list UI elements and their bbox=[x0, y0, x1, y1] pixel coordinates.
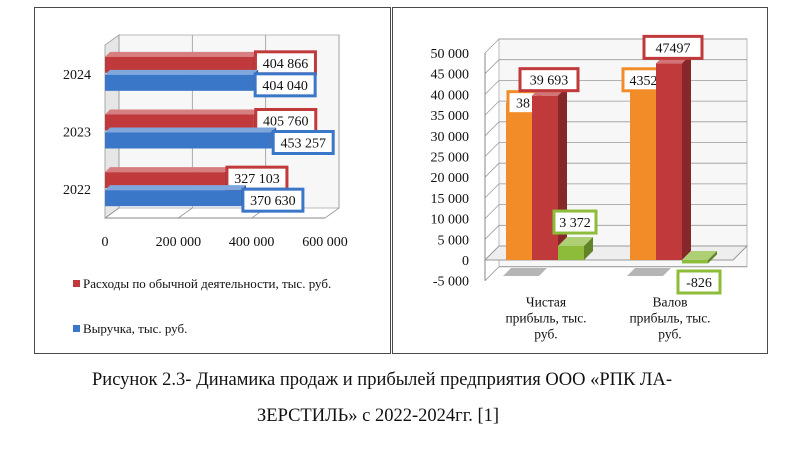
gridline-side bbox=[484, 80, 500, 95]
y-tick-label: 25 000 bbox=[431, 151, 470, 166]
bar bbox=[105, 132, 272, 149]
gridline-side bbox=[484, 266, 500, 281]
gridline-side bbox=[484, 59, 500, 74]
bar-top bbox=[105, 167, 230, 173]
bar bbox=[558, 246, 584, 260]
x-category-label: прибыль, тыс. bbox=[505, 311, 586, 326]
gridline-side bbox=[484, 225, 500, 240]
gridline-floor bbox=[178, 207, 193, 219]
gridline-side bbox=[484, 38, 500, 54]
right-chart-panel: 50 000 45 000 40 000 35 000 30 000 25 000 20 0… bbox=[392, 7, 768, 354]
y-tick-label: 2023 bbox=[63, 126, 91, 141]
data-label-box bbox=[676, 269, 722, 295]
bar bbox=[105, 74, 254, 91]
y-tick-label: -5 000 bbox=[433, 275, 469, 290]
y-tick-label: 40 000 bbox=[431, 88, 470, 103]
gridline-floor bbox=[324, 207, 340, 219]
bar bbox=[105, 190, 241, 207]
x-tick-label: 400 000 bbox=[229, 235, 275, 250]
y-tick-label: 10 000 bbox=[431, 213, 470, 228]
x-category-label: Чистая bbox=[526, 295, 566, 310]
data-label-box bbox=[552, 209, 598, 235]
data-label: 404 040 bbox=[262, 79, 308, 94]
floor-marker bbox=[627, 268, 671, 276]
gridline-side bbox=[484, 204, 500, 219]
y-tick-label: 35 000 bbox=[431, 109, 470, 124]
y-tick-label: 2024 bbox=[63, 68, 91, 83]
x-tick-label: 0 bbox=[102, 235, 109, 250]
gridline-side bbox=[484, 142, 500, 157]
legend-item-revenue: Выручка, тыс. руб. bbox=[73, 321, 187, 337]
bar-side bbox=[708, 251, 717, 264]
bar bbox=[105, 114, 254, 131]
caption-line-2: ЗЕРСТИЛЬ» с 2022-2024гг. [1] bbox=[257, 406, 500, 426]
y-tick-label: 15 000 bbox=[431, 192, 470, 207]
y-tick-label: 30 000 bbox=[431, 130, 470, 145]
data-label: 327 103 bbox=[234, 172, 280, 187]
floor-marker bbox=[503, 268, 547, 276]
data-label: 405 760 bbox=[263, 115, 309, 130]
x-tick-label: 200 000 bbox=[156, 235, 202, 250]
y-tick-label: 5 000 bbox=[438, 233, 470, 248]
bar-top bbox=[105, 127, 277, 133]
y-tick-label: 45 000 bbox=[431, 68, 470, 83]
legend-swatch-red bbox=[73, 280, 80, 287]
horizontal-bar-chart: 0 200 000 400 000 600 000 2022 327 103 370 630… bbox=[63, 34, 348, 250]
bar bbox=[656, 63, 682, 260]
gridline-side bbox=[484, 121, 500, 137]
bar-top bbox=[105, 69, 259, 75]
legend-swatch-blue bbox=[73, 325, 80, 332]
bar bbox=[532, 95, 558, 260]
data-label: 38 bbox=[516, 97, 530, 112]
y-tick-label: 0 bbox=[462, 254, 469, 269]
left-chart-panel: 0 200 000 400 000 600 000 2022 327 103 370 630… bbox=[34, 7, 391, 354]
bar bbox=[105, 56, 254, 73]
x-tick-label: 600 000 bbox=[302, 235, 348, 250]
vertical-bar-chart: 50 000 45 000 40 000 35 000 30 000 25 000 20 0… bbox=[431, 34, 749, 342]
data-label-box bbox=[518, 67, 580, 93]
bar-top bbox=[682, 251, 717, 260]
bar-top bbox=[558, 237, 593, 247]
data-label-box bbox=[642, 34, 704, 60]
bar-top bbox=[105, 51, 259, 57]
x-category-label: руб. bbox=[534, 327, 557, 342]
legend-item-expenses: Расходы по обычной деятельности, тыс. ру… bbox=[73, 276, 363, 292]
data-label-box bbox=[253, 72, 317, 98]
data-label: 370 630 bbox=[250, 194, 296, 209]
bar-side bbox=[584, 237, 593, 260]
legend-label-expenses: Расходы по обычной деятельности, тыс. ру… bbox=[83, 276, 332, 291]
bar-side bbox=[682, 54, 691, 260]
y-tick-label: 2022 bbox=[63, 183, 91, 198]
data-label: 47497 bbox=[656, 41, 691, 56]
legend-label-revenue: Выручка, тыс. руб. bbox=[83, 321, 188, 336]
data-label: 453 257 bbox=[280, 137, 326, 152]
bar-top bbox=[105, 185, 246, 191]
data-label: 39 693 bbox=[530, 74, 569, 89]
caption-line-1: Рисунок 2.3- Динамика продаж и прибылей … bbox=[92, 370, 672, 390]
data-label: -826 bbox=[686, 276, 712, 291]
gridline-floor bbox=[104, 207, 120, 219]
x-category-label: прибыль, тыс. bbox=[629, 311, 710, 326]
data-label-box bbox=[241, 187, 305, 213]
bar bbox=[105, 172, 225, 189]
bar bbox=[506, 102, 532, 261]
bar-top bbox=[105, 109, 259, 115]
gridline-side bbox=[484, 183, 500, 199]
bar bbox=[630, 79, 656, 260]
data-label: 404 866 bbox=[263, 57, 309, 72]
x-category-label: руб. bbox=[658, 327, 681, 342]
data-label-box bbox=[271, 130, 335, 155]
data-label: 3 372 bbox=[559, 216, 591, 231]
y-tick-label: 50 000 bbox=[431, 47, 470, 62]
gridline-side bbox=[484, 162, 500, 178]
bar bbox=[682, 260, 708, 264]
data-label: 43527 bbox=[630, 74, 665, 89]
y-tick-label: 20 000 bbox=[431, 171, 470, 186]
x-category-label: Валов bbox=[653, 295, 688, 310]
gridline-side bbox=[484, 100, 500, 116]
